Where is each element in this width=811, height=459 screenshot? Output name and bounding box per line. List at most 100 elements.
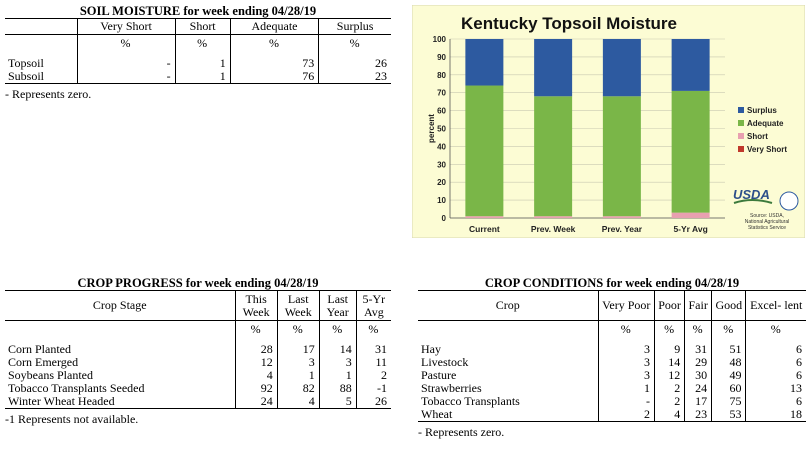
table-row: Subsoil -1 76 23: [5, 69, 391, 84]
bar-segment: [671, 39, 710, 91]
value-cell: 28: [234, 342, 278, 356]
column-header: Good: [711, 290, 746, 321]
value-cell: 5: [318, 394, 357, 409]
column-header: Very Poor: [597, 290, 655, 321]
row-label: Corn Planted: [8, 341, 71, 356]
value-cell: 23: [318, 69, 391, 84]
row-label: Soybeans Planted: [8, 367, 93, 382]
column-header: 5-Yr Avg: [355, 290, 391, 321]
y-tick-label: 20: [437, 178, 446, 187]
value-cell: 9: [653, 342, 685, 356]
source-note-line2: National Agricultural: [745, 219, 789, 225]
y-tick-label: 50: [437, 125, 446, 134]
column-header: Poor: [653, 290, 685, 321]
value-cell: 1: [318, 368, 357, 382]
value-cell: 1: [174, 56, 231, 70]
table-row: Pasture 3 12 30 49 6: [418, 368, 806, 382]
y-tick-label: 70: [437, 89, 446, 98]
row-label: Hay: [421, 341, 441, 356]
table-row: Topsoil -1 73 26: [5, 56, 391, 70]
column-header: Last Week: [276, 290, 320, 321]
y-tick-label: 90: [437, 53, 446, 62]
y-tick-label: 0: [442, 214, 447, 223]
bar-segment: [465, 39, 504, 86]
value-cell: 92: [234, 381, 278, 395]
column-header: Very Short: [76, 18, 176, 35]
value-cell: 3: [597, 368, 655, 382]
value-cell: 3: [318, 355, 357, 369]
value-cell: 2: [355, 368, 391, 382]
topsoil-moisture-chart: Kentucky Topsoil Moisture 0 10 20 30 40 50 60 70…: [411, 4, 806, 239]
column-header: This Week: [234, 290, 278, 321]
value-cell: 11: [355, 355, 391, 369]
value-cell: 1: [174, 69, 231, 84]
usda-logo: USDA: [733, 187, 770, 202]
bar-segment: [465, 216, 504, 218]
legend-swatch: [738, 146, 744, 152]
soil-moisture-section: SOIL MOISTURE for week ending 04/28/19 V…: [5, 4, 391, 102]
source-note-line3: Statistics Service: [748, 225, 786, 231]
y-tick-label: 10: [437, 196, 446, 205]
x-tick-label: Prev. Week: [531, 224, 576, 234]
bar-segment: [602, 39, 641, 97]
value-cell: 6: [745, 394, 806, 408]
value-cell: 3: [597, 355, 655, 369]
value-cell: 53: [711, 407, 746, 422]
y-tick-label: 80: [437, 71, 446, 80]
value-cell: 1: [276, 368, 320, 382]
value-cell: 2: [653, 381, 685, 395]
value-cell: 30: [684, 368, 712, 382]
y-tick-label: 30: [437, 160, 446, 169]
table-row: Tobacco Transplants Seeded 92 82 88 -1: [5, 380, 391, 395]
value-cell: 23: [684, 407, 712, 422]
value-cell: 13: [745, 381, 806, 395]
value-cell: 12: [653, 368, 685, 382]
crop-progress-title: CROP PROGRESS for week ending 04/28/19: [77, 276, 319, 290]
value-cell: 60: [711, 381, 746, 395]
row-label: Tobacco Transplants Seeded: [8, 380, 145, 395]
chart-svg: Kentucky Topsoil Moisture 0 10 20 30 40 50 60 70…: [411, 4, 806, 239]
legend-label: Adequate: [747, 119, 784, 128]
value-cell: 76: [229, 69, 319, 84]
value-cell: -: [76, 69, 176, 84]
value-cell: 6: [745, 342, 806, 356]
value-cell: 31: [684, 342, 712, 356]
x-tick-label: 5-Yr Avg: [673, 224, 707, 234]
unit-cell: %: [318, 320, 357, 343]
unit-cell: %: [745, 320, 806, 343]
row-label: Winter Wheat Headed: [5, 394, 235, 409]
value-cell: 6: [745, 355, 806, 369]
crop-conditions-section: CROP CONDITIONS for week ending 04/28/19…: [418, 276, 806, 440]
unit-cell: [418, 320, 599, 343]
unit-cell: %: [229, 34, 319, 57]
crop-progress-table: Crop Stage This Week Last Week Last Year 5-Y…: [5, 290, 391, 409]
value-cell: 12: [234, 355, 278, 369]
unit-cell: [5, 34, 78, 57]
value-cell: 73: [229, 56, 319, 70]
x-tick-label: Prev. Year: [602, 224, 643, 234]
legend-swatch: [738, 133, 744, 139]
y-axis-label: percent: [427, 114, 436, 143]
value-cell: 26: [318, 56, 391, 70]
value-cell: 88: [318, 381, 357, 395]
value-cell: 82: [276, 381, 320, 395]
value-cell: 48: [711, 355, 746, 369]
table-row: Strawberries 1 2 24 60 13: [418, 381, 806, 395]
crop-progress-section: CROP PROGRESS for week ending 04/28/19 C…: [5, 276, 391, 427]
column-header: Last Year: [318, 290, 357, 321]
bar-segment: [534, 96, 573, 217]
value-cell: 49: [711, 368, 746, 382]
y-tick-label: 100: [433, 35, 447, 44]
soil-moisture-title: SOIL MOISTURE for week ending 04/28/19: [79, 4, 317, 18]
usda-logo-swoosh: [733, 199, 773, 204]
row-label: Corn Emerged: [8, 354, 79, 369]
value-cell: 17: [684, 394, 712, 408]
column-header: Surplus: [318, 18, 391, 35]
value-cell: 51: [711, 342, 746, 356]
soil-moisture-table: Very Short Short Adequate Surplus%%%% Topsoi…: [5, 18, 391, 84]
value-cell: 2: [597, 407, 655, 422]
legend-label: Surplus: [747, 106, 777, 115]
bar-segment: [671, 90, 710, 213]
table-row: Tobacco Transplants -2 17 75 6: [418, 394, 806, 408]
value-cell: 2: [653, 394, 685, 408]
